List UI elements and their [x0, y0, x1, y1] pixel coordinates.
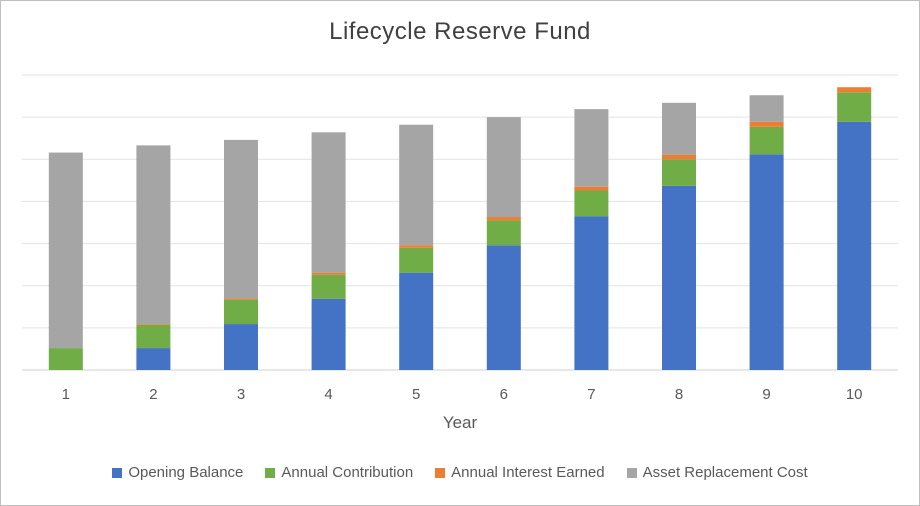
bar-segment — [574, 190, 609, 217]
x-tick-label: 3 — [237, 386, 245, 403]
chart-title: Lifecycle Reserve Fund — [329, 18, 591, 45]
bar-segment — [749, 95, 784, 122]
bar-segment — [486, 245, 521, 370]
legend-item: Asset Replacement Cost — [626, 464, 808, 481]
bar-segment — [136, 145, 171, 325]
bar-segment — [837, 121, 872, 371]
bar-segment — [837, 87, 872, 93]
bar-segment — [662, 154, 696, 160]
legend-label: Annual Interest Earned — [451, 464, 605, 481]
bar-segment — [224, 299, 258, 325]
legend-item: Annual Interest Earned — [435, 464, 605, 481]
bar-segment — [399, 245, 434, 248]
x-axis-label: Year — [443, 413, 478, 432]
bar-segment — [749, 126, 784, 155]
bar-segment — [574, 216, 609, 370]
x-tick-label: 4 — [324, 386, 332, 403]
legend-item: Annual Contribution — [265, 464, 413, 481]
bar-segment — [486, 217, 521, 221]
bar-segment — [399, 124, 434, 246]
bar-segment — [48, 152, 83, 349]
x-tick-label: 1 — [62, 386, 70, 403]
bar-segment — [574, 186, 609, 191]
bar-segment — [486, 220, 521, 246]
bar-segment — [837, 92, 872, 122]
x-tick-label: 6 — [500, 386, 508, 403]
bar-segment — [399, 272, 434, 370]
bar-segment — [136, 348, 171, 370]
bar-segment — [136, 324, 171, 325]
legend-swatch — [265, 467, 276, 478]
legend-label: Opening Balance — [128, 464, 244, 481]
bar-segment — [311, 272, 346, 275]
bar-segment — [224, 298, 258, 300]
chart-legend: Opening Balance Annual Contribution Annual… — [0, 464, 920, 481]
bar-segment — [311, 274, 346, 299]
bar-segment — [662, 185, 696, 370]
bar-segment — [662, 102, 696, 155]
legend-item: Opening Balance — [112, 464, 243, 481]
bar-segment — [749, 154, 784, 370]
legend-swatch — [435, 467, 446, 478]
x-tick-label: 7 — [587, 386, 595, 403]
bar-segment — [311, 132, 346, 273]
bar-segment — [399, 247, 434, 273]
legend-label: Asset Replacement Cost — [642, 464, 808, 481]
x-tick-label: 5 — [412, 386, 420, 403]
x-tick-label: 8 — [675, 386, 683, 403]
legend-swatch — [112, 467, 123, 478]
bar-segment — [486, 117, 521, 218]
bar-segment — [48, 348, 83, 370]
x-tick-label: 2 — [149, 386, 157, 403]
x-tick-label: 9 — [762, 386, 770, 403]
x-tick-label: 10 — [846, 386, 863, 403]
bar-segment — [136, 324, 171, 349]
legend-swatch — [626, 467, 637, 478]
bar-segment — [749, 121, 784, 127]
bar-segment — [574, 109, 609, 187]
bar-segment — [662, 159, 696, 186]
legend-label: Annual Contribution — [281, 464, 414, 481]
bar-segment — [224, 139, 258, 299]
bar-segment — [224, 324, 258, 370]
bar-segment — [311, 298, 346, 370]
